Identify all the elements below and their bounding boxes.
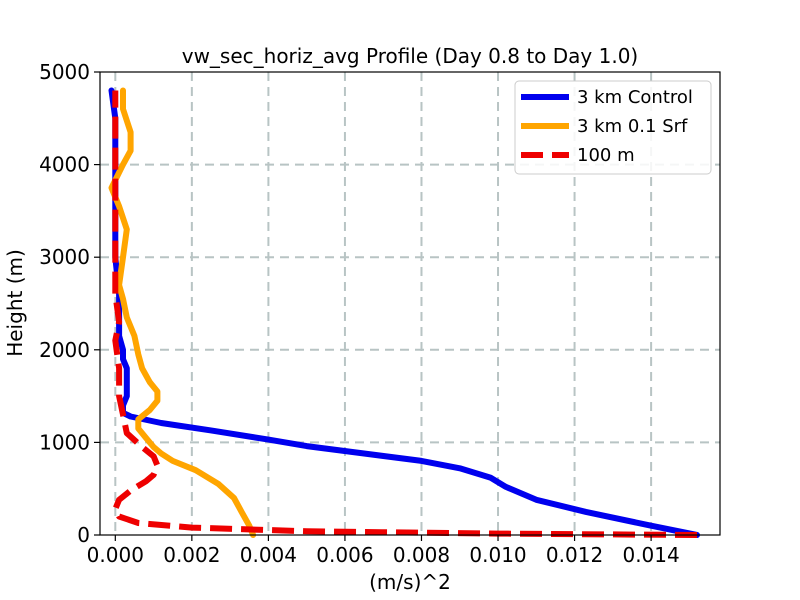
y-tick-label: 0 (77, 523, 90, 547)
series-line-100-m (112, 90, 698, 538)
legend-box (514, 80, 712, 175)
x-tick-label: 0.010 (469, 543, 526, 567)
y-tick-label: 2000 (39, 338, 90, 362)
legend: 3 km Control 3 km 0.1 Srf 100 m (514, 80, 712, 175)
y-tick-label: 3000 (39, 245, 90, 269)
y-axis-label: Height (m) (3, 249, 27, 357)
axis-ticks: 0.000 0.002 0.004 0.006 0.008 0.010 0.012 0.014… (39, 60, 680, 567)
x-tick-label: 0.006 (316, 543, 373, 567)
y-tick-label: 4000 (39, 153, 90, 177)
x-tick-label: 0.012 (546, 543, 603, 567)
x-tick-label: 0.004 (240, 543, 297, 567)
y-tick-label: 5000 (39, 60, 90, 84)
x-tick-label: 0.008 (393, 543, 450, 567)
x-tick-label: 0.014 (622, 543, 679, 567)
legend-label-3-km-control: 3 km Control (577, 87, 693, 108)
x-tick-label: 0.002 (163, 543, 220, 567)
series-lines (108, 87, 700, 538)
y-tick-label: 1000 (39, 430, 90, 454)
series-line-3-km-0-1-srf (108, 87, 257, 538)
chart-title: vw_sec_horiz_avg Profile (Day 0.8 to Day… (182, 44, 639, 68)
legend-label-3-km-0-1-srf: 3 km 0.1 Srf (577, 116, 688, 137)
x-tick-label: 0.000 (87, 543, 144, 567)
plot-frame (99, 71, 721, 536)
legend-label-100-m: 100 m (577, 145, 635, 166)
x-axis-label: (m/s)^2 (369, 570, 451, 594)
